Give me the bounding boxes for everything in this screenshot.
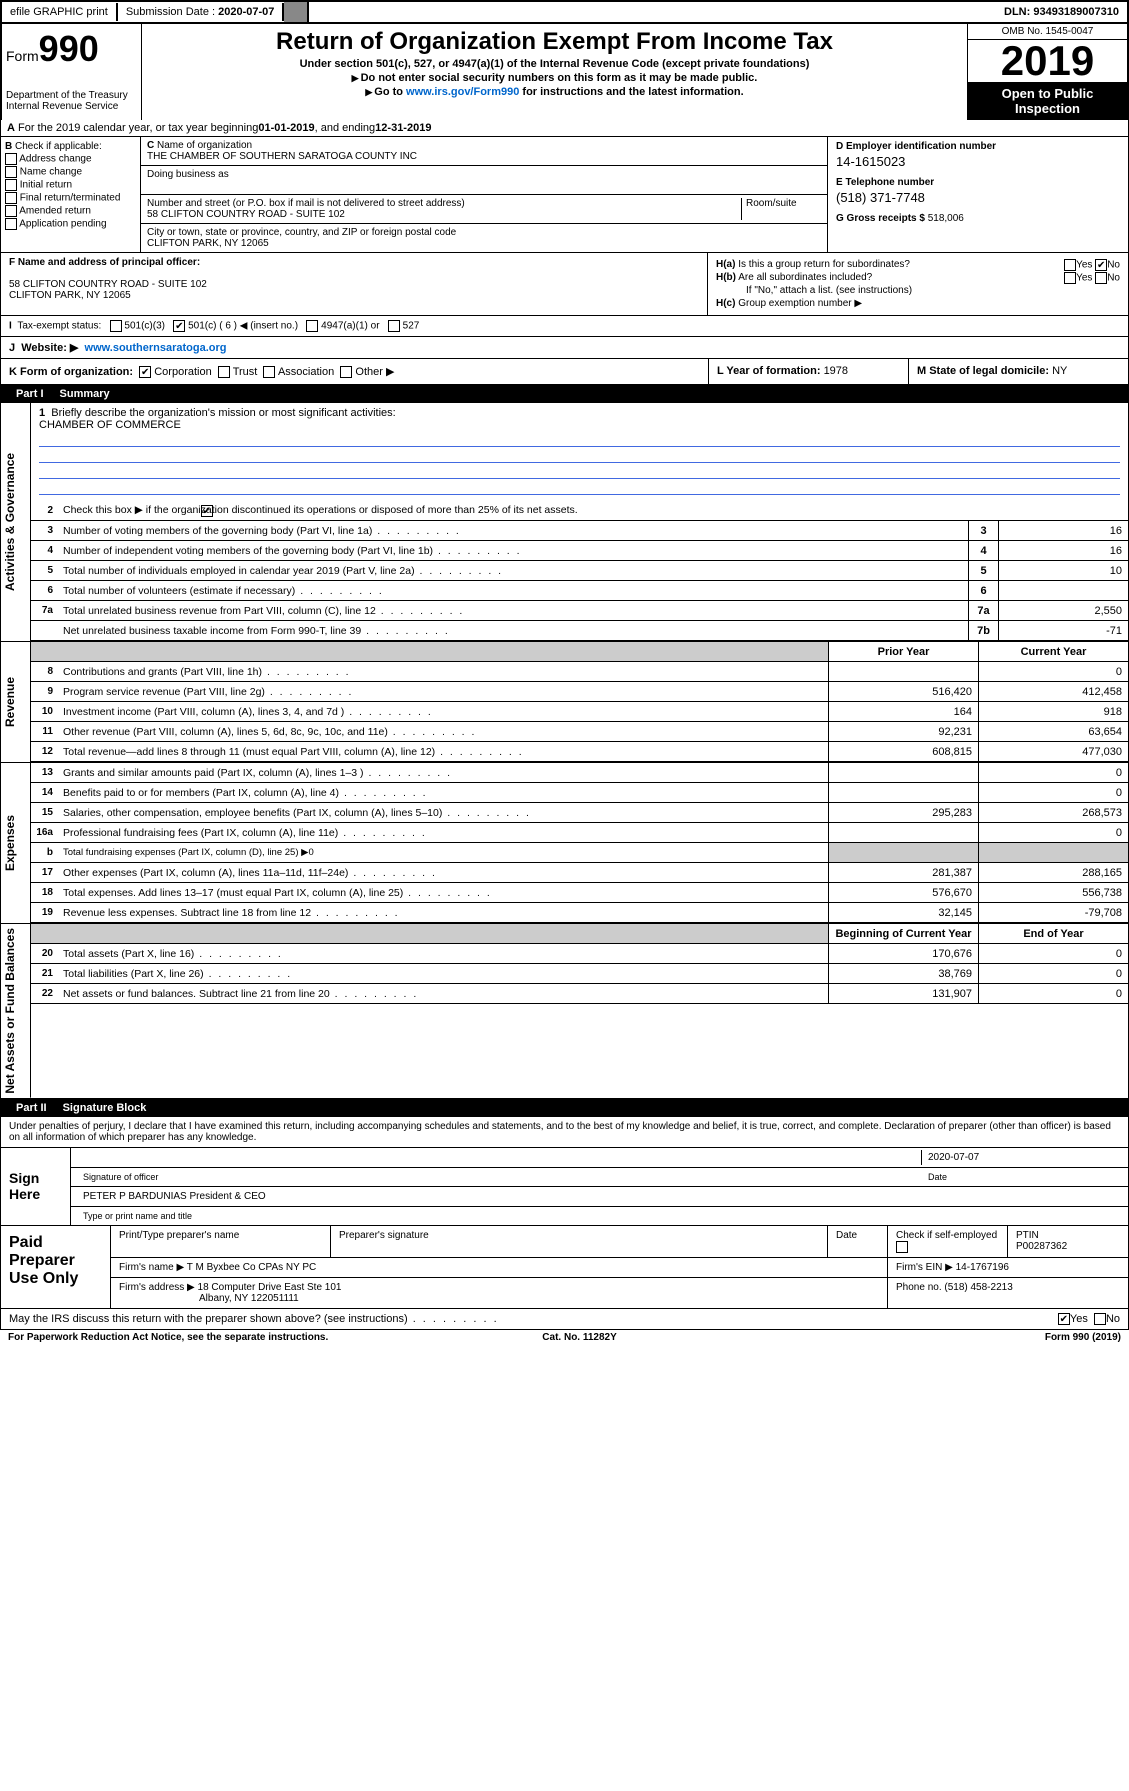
trust-checkbox[interactable]	[218, 366, 230, 378]
firm-phone: (518) 458-2213	[944, 1282, 1012, 1293]
sig-date: 2020-07-07	[928, 1152, 979, 1163]
part-1-header: Part I Summary	[0, 385, 1129, 403]
paperwork-notice: For Paperwork Reduction Act Notice, see …	[8, 1332, 328, 1343]
website-link[interactable]: www.southernsaratoga.org	[85, 342, 227, 354]
sub3-post: for instructions and the latest informat…	[519, 86, 743, 98]
line-22: 22Net assets or fund balances. Subtract …	[31, 984, 1128, 1004]
dln: 93493189007310	[1033, 6, 1119, 18]
tab-governance: Activities & Governance	[1, 403, 31, 641]
amended-return-checkbox[interactable]	[5, 205, 17, 217]
tab-expenses: Expenses	[1, 763, 31, 923]
street-address: 58 CLIFTON COUNTRY ROAD - SUITE 102	[147, 209, 345, 220]
firm-addr: 18 Computer Drive East Ste 101	[198, 1282, 342, 1293]
line-19: 19Revenue less expenses. Subtract line 1…	[31, 903, 1128, 923]
discuss-row: May the IRS discuss this return with the…	[0, 1309, 1129, 1330]
line-4: 4Number of independent voting members of…	[31, 541, 1128, 561]
line-13: 13Grants and similar amounts paid (Part …	[31, 763, 1128, 783]
line2-checkbox[interactable]	[201, 505, 213, 517]
ha-yes-checkbox[interactable]	[1064, 259, 1076, 271]
tab-revenue: Revenue	[1, 642, 31, 762]
org-name: THE CHAMBER OF SOUTHERN SARATOGA COUNTY …	[147, 151, 417, 162]
501c-checkbox[interactable]	[173, 320, 185, 332]
self-employed-checkbox[interactable]	[896, 1241, 908, 1253]
line-15: 15Salaries, other compensation, employee…	[31, 803, 1128, 823]
line-7a: 7aTotal unrelated business revenue from …	[31, 601, 1128, 621]
line-7b: Net unrelated business taxable income fr…	[31, 621, 1128, 641]
line-b: bTotal fundraising expenses (Part IX, co…	[31, 843, 1128, 863]
officer-addr2: CLIFTON PARK, NY 12065	[9, 290, 131, 301]
initial-return-checkbox[interactable]	[5, 179, 17, 191]
telephone: (518) 371-7748	[836, 190, 1120, 205]
subdate: 2020-07-07	[218, 6, 274, 18]
part-2-header: Part II Signature Block	[0, 1099, 1129, 1117]
subtitle-2: Do not enter social security numbers on …	[361, 72, 758, 84]
address-change-checkbox[interactable]	[5, 153, 17, 165]
line-12: 12Total revenue—add lines 8 through 11 (…	[31, 742, 1128, 762]
signature-intro: Under penalties of perjury, I declare th…	[1, 1117, 1128, 1148]
line-6: 6Total number of volunteers (estimate if…	[31, 581, 1128, 601]
line-14: 14Benefits paid to or for members (Part …	[31, 783, 1128, 803]
city-state-zip: CLIFTON PARK, NY 12065	[147, 238, 269, 249]
ein: 14-1615023	[836, 154, 1120, 169]
501c3-checkbox[interactable]	[110, 320, 122, 332]
line-21: 21Total liabilities (Part X, line 26)38,…	[31, 964, 1128, 984]
tab-net-assets: Net Assets or Fund Balances	[1, 924, 31, 1098]
form-number: 990	[39, 28, 99, 69]
other-checkbox[interactable]	[340, 366, 352, 378]
final-return-checkbox[interactable]	[5, 192, 17, 204]
subdate-label: Submission Date :	[126, 6, 218, 18]
line-20: 20Total assets (Part X, line 16)170,6760	[31, 944, 1128, 964]
instructions-link[interactable]: www.irs.gov/Form990	[406, 86, 519, 98]
form-prefix: Form	[6, 48, 39, 64]
line-9: 9Program service revenue (Part VIII, lin…	[31, 682, 1128, 702]
line-18: 18Total expenses. Add lines 13–17 (must …	[31, 883, 1128, 903]
corporation-checkbox[interactable]	[139, 366, 151, 378]
dln-label: DLN:	[1004, 6, 1033, 18]
col-b-checkboxes: B Check if applicable: Address change Na…	[1, 137, 141, 252]
year-formation: 1978	[824, 365, 848, 377]
efile-label: efile GRAPHIC print	[2, 3, 118, 21]
form-footer: Form 990 (2019)	[1045, 1332, 1121, 1343]
firm-ein: 14-1767196	[956, 1262, 1009, 1273]
cat-no: Cat. No. 11282Y	[542, 1332, 616, 1343]
officer-addr1: 58 CLIFTON COUNTRY ROAD - SUITE 102	[9, 279, 207, 290]
line-10: 10Investment income (Part VIII, column (…	[31, 702, 1128, 722]
submission-button[interactable]	[284, 2, 309, 22]
527-checkbox[interactable]	[388, 320, 400, 332]
paid-preparer-label: Paid Preparer Use Only	[1, 1226, 111, 1308]
row-i-tax-status: I Tax-exempt status: 501(c)(3) 501(c) ( …	[1, 315, 1128, 336]
topbar: efile GRAPHIC print Submission Date : 20…	[0, 0, 1129, 24]
gross-receipts: 518,006	[928, 213, 964, 224]
association-checkbox[interactable]	[263, 366, 275, 378]
line-17: 17Other expenses (Part IX, column (A), l…	[31, 863, 1128, 883]
tax-year: 2019	[968, 40, 1127, 82]
line-16a: 16aProfessional fundraising fees (Part I…	[31, 823, 1128, 843]
state-domicile: NY	[1052, 365, 1067, 377]
discuss-no-checkbox[interactable]	[1094, 1313, 1106, 1325]
row-a: A For the 2019 calendar year, or tax yea…	[1, 120, 1128, 137]
line-3: 3Number of voting members of the governi…	[31, 521, 1128, 541]
4947-checkbox[interactable]	[306, 320, 318, 332]
mission: CHAMBER OF COMMERCE	[39, 419, 181, 431]
discuss-yes-checkbox[interactable]	[1058, 1313, 1070, 1325]
name-change-checkbox[interactable]	[5, 166, 17, 178]
form-header: Form990 Department of the Treasury Inter…	[0, 24, 1129, 120]
ptin: P00287362	[1016, 1241, 1067, 1252]
line-5: 5Total number of individuals employed in…	[31, 561, 1128, 581]
line-11: 11Other revenue (Part VIII, column (A), …	[31, 722, 1128, 742]
open-public-badge: Open to Public Inspection	[968, 82, 1127, 120]
officer-name: PETER P BARDUNIAS President & CEO	[77, 1189, 272, 1204]
form-title: Return of Organization Exempt From Incom…	[150, 28, 959, 56]
hb-no-checkbox[interactable]	[1095, 272, 1107, 284]
application-pending-checkbox[interactable]	[5, 218, 17, 230]
firm-name: T M Byxbee Co CPAs NY PC	[187, 1262, 317, 1273]
line-8: 8Contributions and grants (Part VIII, li…	[31, 662, 1128, 682]
ha-no-checkbox[interactable]	[1095, 259, 1107, 271]
hb-yes-checkbox[interactable]	[1064, 272, 1076, 284]
sign-here-label: Sign Here	[1, 1148, 71, 1225]
dept-label: Department of the Treasury Internal Reve…	[6, 90, 137, 112]
sub3-pre: Go to	[374, 86, 406, 98]
subtitle-1: Under section 501(c), 527, or 4947(a)(1)…	[150, 58, 959, 70]
